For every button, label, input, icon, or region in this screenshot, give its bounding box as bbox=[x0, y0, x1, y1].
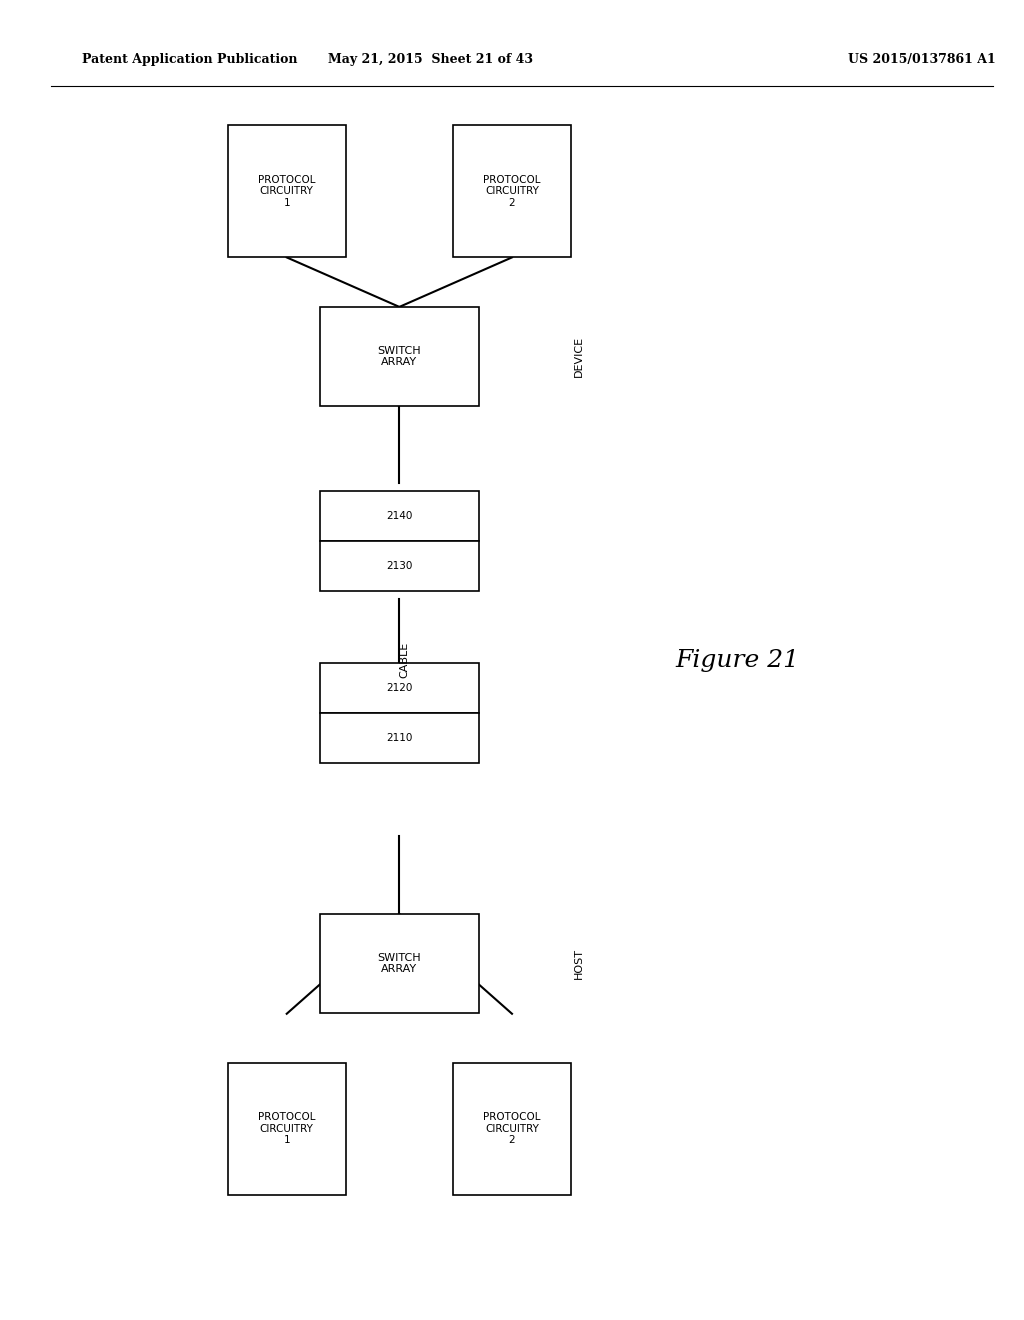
Text: May 21, 2015  Sheet 21 of 43: May 21, 2015 Sheet 21 of 43 bbox=[328, 53, 532, 66]
FancyBboxPatch shape bbox=[319, 913, 479, 1014]
Text: PROTOCOL
CIRCUITRY
1: PROTOCOL CIRCUITRY 1 bbox=[258, 1111, 315, 1146]
Text: 2140: 2140 bbox=[386, 511, 413, 521]
FancyBboxPatch shape bbox=[453, 125, 571, 257]
FancyBboxPatch shape bbox=[319, 713, 479, 763]
FancyBboxPatch shape bbox=[319, 308, 479, 407]
FancyBboxPatch shape bbox=[319, 541, 479, 591]
Text: Figure 21: Figure 21 bbox=[675, 648, 800, 672]
Text: HOST: HOST bbox=[573, 948, 584, 979]
Text: DEVICE: DEVICE bbox=[573, 335, 584, 378]
FancyBboxPatch shape bbox=[319, 491, 479, 541]
Text: PROTOCOL
CIRCUITRY
1: PROTOCOL CIRCUITRY 1 bbox=[258, 174, 315, 209]
Text: 2110: 2110 bbox=[386, 733, 413, 743]
Text: 2120: 2120 bbox=[386, 682, 413, 693]
Text: 2130: 2130 bbox=[386, 561, 413, 572]
Text: PROTOCOL
CIRCUITRY
2: PROTOCOL CIRCUITRY 2 bbox=[483, 1111, 541, 1146]
Text: PROTOCOL
CIRCUITRY
2: PROTOCOL CIRCUITRY 2 bbox=[483, 174, 541, 209]
FancyBboxPatch shape bbox=[319, 663, 479, 713]
Text: US 2015/0137861 A1: US 2015/0137861 A1 bbox=[848, 53, 995, 66]
Text: SWITCH
ARRAY: SWITCH ARRAY bbox=[378, 346, 421, 367]
Text: SWITCH
ARRAY: SWITCH ARRAY bbox=[378, 953, 421, 974]
Text: CABLE: CABLE bbox=[399, 642, 410, 678]
FancyBboxPatch shape bbox=[453, 1063, 571, 1195]
FancyBboxPatch shape bbox=[228, 125, 346, 257]
FancyBboxPatch shape bbox=[228, 1063, 346, 1195]
Text: Patent Application Publication: Patent Application Publication bbox=[82, 53, 297, 66]
